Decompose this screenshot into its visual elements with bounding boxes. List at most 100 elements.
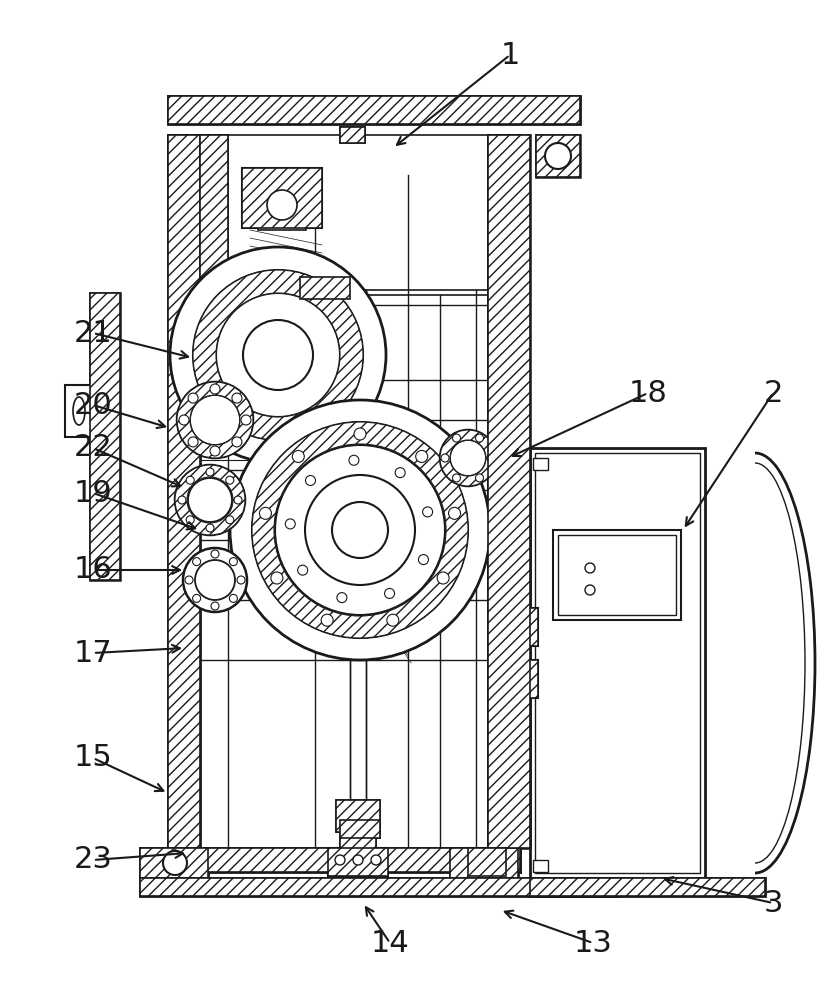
Bar	[340, 835, 376, 855]
Circle shape	[252, 422, 468, 638]
Circle shape	[395, 468, 405, 478]
Bar	[242, 168, 322, 228]
Bar	[300, 277, 350, 299]
Bar	[488, 135, 520, 872]
Circle shape	[185, 576, 193, 584]
Bar	[530, 878, 765, 896]
Circle shape	[232, 437, 242, 447]
Circle shape	[339, 323, 354, 337]
Text: 19: 19	[74, 479, 112, 508]
Bar	[533, 860, 548, 872]
Circle shape	[225, 476, 234, 484]
Bar	[520, 660, 538, 698]
Bar	[340, 835, 376, 855]
Bar	[168, 96, 580, 124]
Bar	[168, 96, 580, 124]
Bar	[140, 848, 208, 878]
Circle shape	[332, 502, 388, 558]
Wedge shape	[440, 430, 496, 486]
Bar	[65, 385, 93, 437]
Bar	[140, 878, 620, 896]
Circle shape	[371, 855, 381, 865]
Circle shape	[188, 437, 198, 447]
Circle shape	[450, 440, 486, 476]
Circle shape	[440, 430, 496, 486]
Wedge shape	[193, 270, 363, 440]
Circle shape	[585, 585, 595, 595]
Bar	[168, 135, 210, 177]
Bar	[258, 192, 306, 230]
Circle shape	[243, 320, 313, 390]
Circle shape	[327, 395, 341, 409]
Text: 22: 22	[74, 434, 112, 462]
Circle shape	[211, 602, 219, 610]
Circle shape	[188, 478, 232, 522]
Text: 21: 21	[74, 318, 112, 348]
Circle shape	[354, 428, 366, 440]
Circle shape	[237, 576, 245, 584]
Wedge shape	[175, 465, 245, 535]
Bar	[450, 848, 518, 878]
Bar	[90, 293, 120, 580]
Circle shape	[476, 474, 483, 482]
Circle shape	[321, 614, 333, 626]
Circle shape	[449, 507, 461, 519]
Bar	[488, 135, 520, 872]
Circle shape	[241, 415, 251, 425]
Circle shape	[585, 563, 595, 573]
Circle shape	[337, 593, 347, 603]
Text: 14: 14	[371, 928, 410, 958]
Circle shape	[296, 279, 310, 293]
Text: 18: 18	[629, 378, 667, 408]
Circle shape	[177, 382, 253, 458]
Bar	[488, 135, 530, 848]
Bar	[350, 290, 366, 848]
Circle shape	[441, 454, 449, 462]
Bar	[336, 800, 380, 832]
Wedge shape	[252, 422, 468, 638]
Bar	[200, 135, 488, 290]
Bar	[520, 608, 538, 646]
Circle shape	[271, 421, 285, 435]
Text: 17: 17	[74, 639, 112, 668]
Circle shape	[186, 516, 194, 524]
Bar	[520, 608, 538, 646]
Circle shape	[190, 395, 240, 445]
Bar	[340, 820, 380, 838]
Circle shape	[305, 475, 415, 585]
Bar	[168, 848, 520, 872]
Circle shape	[476, 434, 483, 442]
Bar	[328, 848, 388, 876]
Circle shape	[206, 468, 214, 476]
Bar	[558, 535, 676, 615]
Circle shape	[285, 519, 295, 529]
Bar	[200, 135, 228, 290]
Circle shape	[183, 548, 247, 612]
Bar	[468, 848, 506, 876]
Bar	[536, 135, 580, 177]
Circle shape	[232, 393, 242, 403]
Text: 20: 20	[74, 390, 112, 420]
Circle shape	[225, 516, 234, 524]
Bar	[488, 135, 530, 848]
Circle shape	[423, 507, 433, 517]
Wedge shape	[177, 382, 253, 458]
Bar	[90, 293, 120, 580]
Bar	[476, 175, 490, 848]
Text: 1: 1	[501, 40, 520, 70]
Circle shape	[170, 247, 386, 463]
Circle shape	[163, 851, 187, 875]
Bar	[168, 135, 200, 872]
Ellipse shape	[73, 397, 85, 425]
Circle shape	[415, 450, 428, 462]
Bar	[328, 848, 388, 876]
Bar	[530, 878, 765, 896]
Bar	[168, 135, 200, 872]
Circle shape	[178, 496, 186, 504]
Circle shape	[385, 588, 395, 598]
Circle shape	[453, 474, 461, 482]
Text: 16: 16	[74, 556, 112, 584]
Circle shape	[292, 450, 304, 462]
Circle shape	[487, 454, 495, 462]
Circle shape	[230, 558, 237, 566]
